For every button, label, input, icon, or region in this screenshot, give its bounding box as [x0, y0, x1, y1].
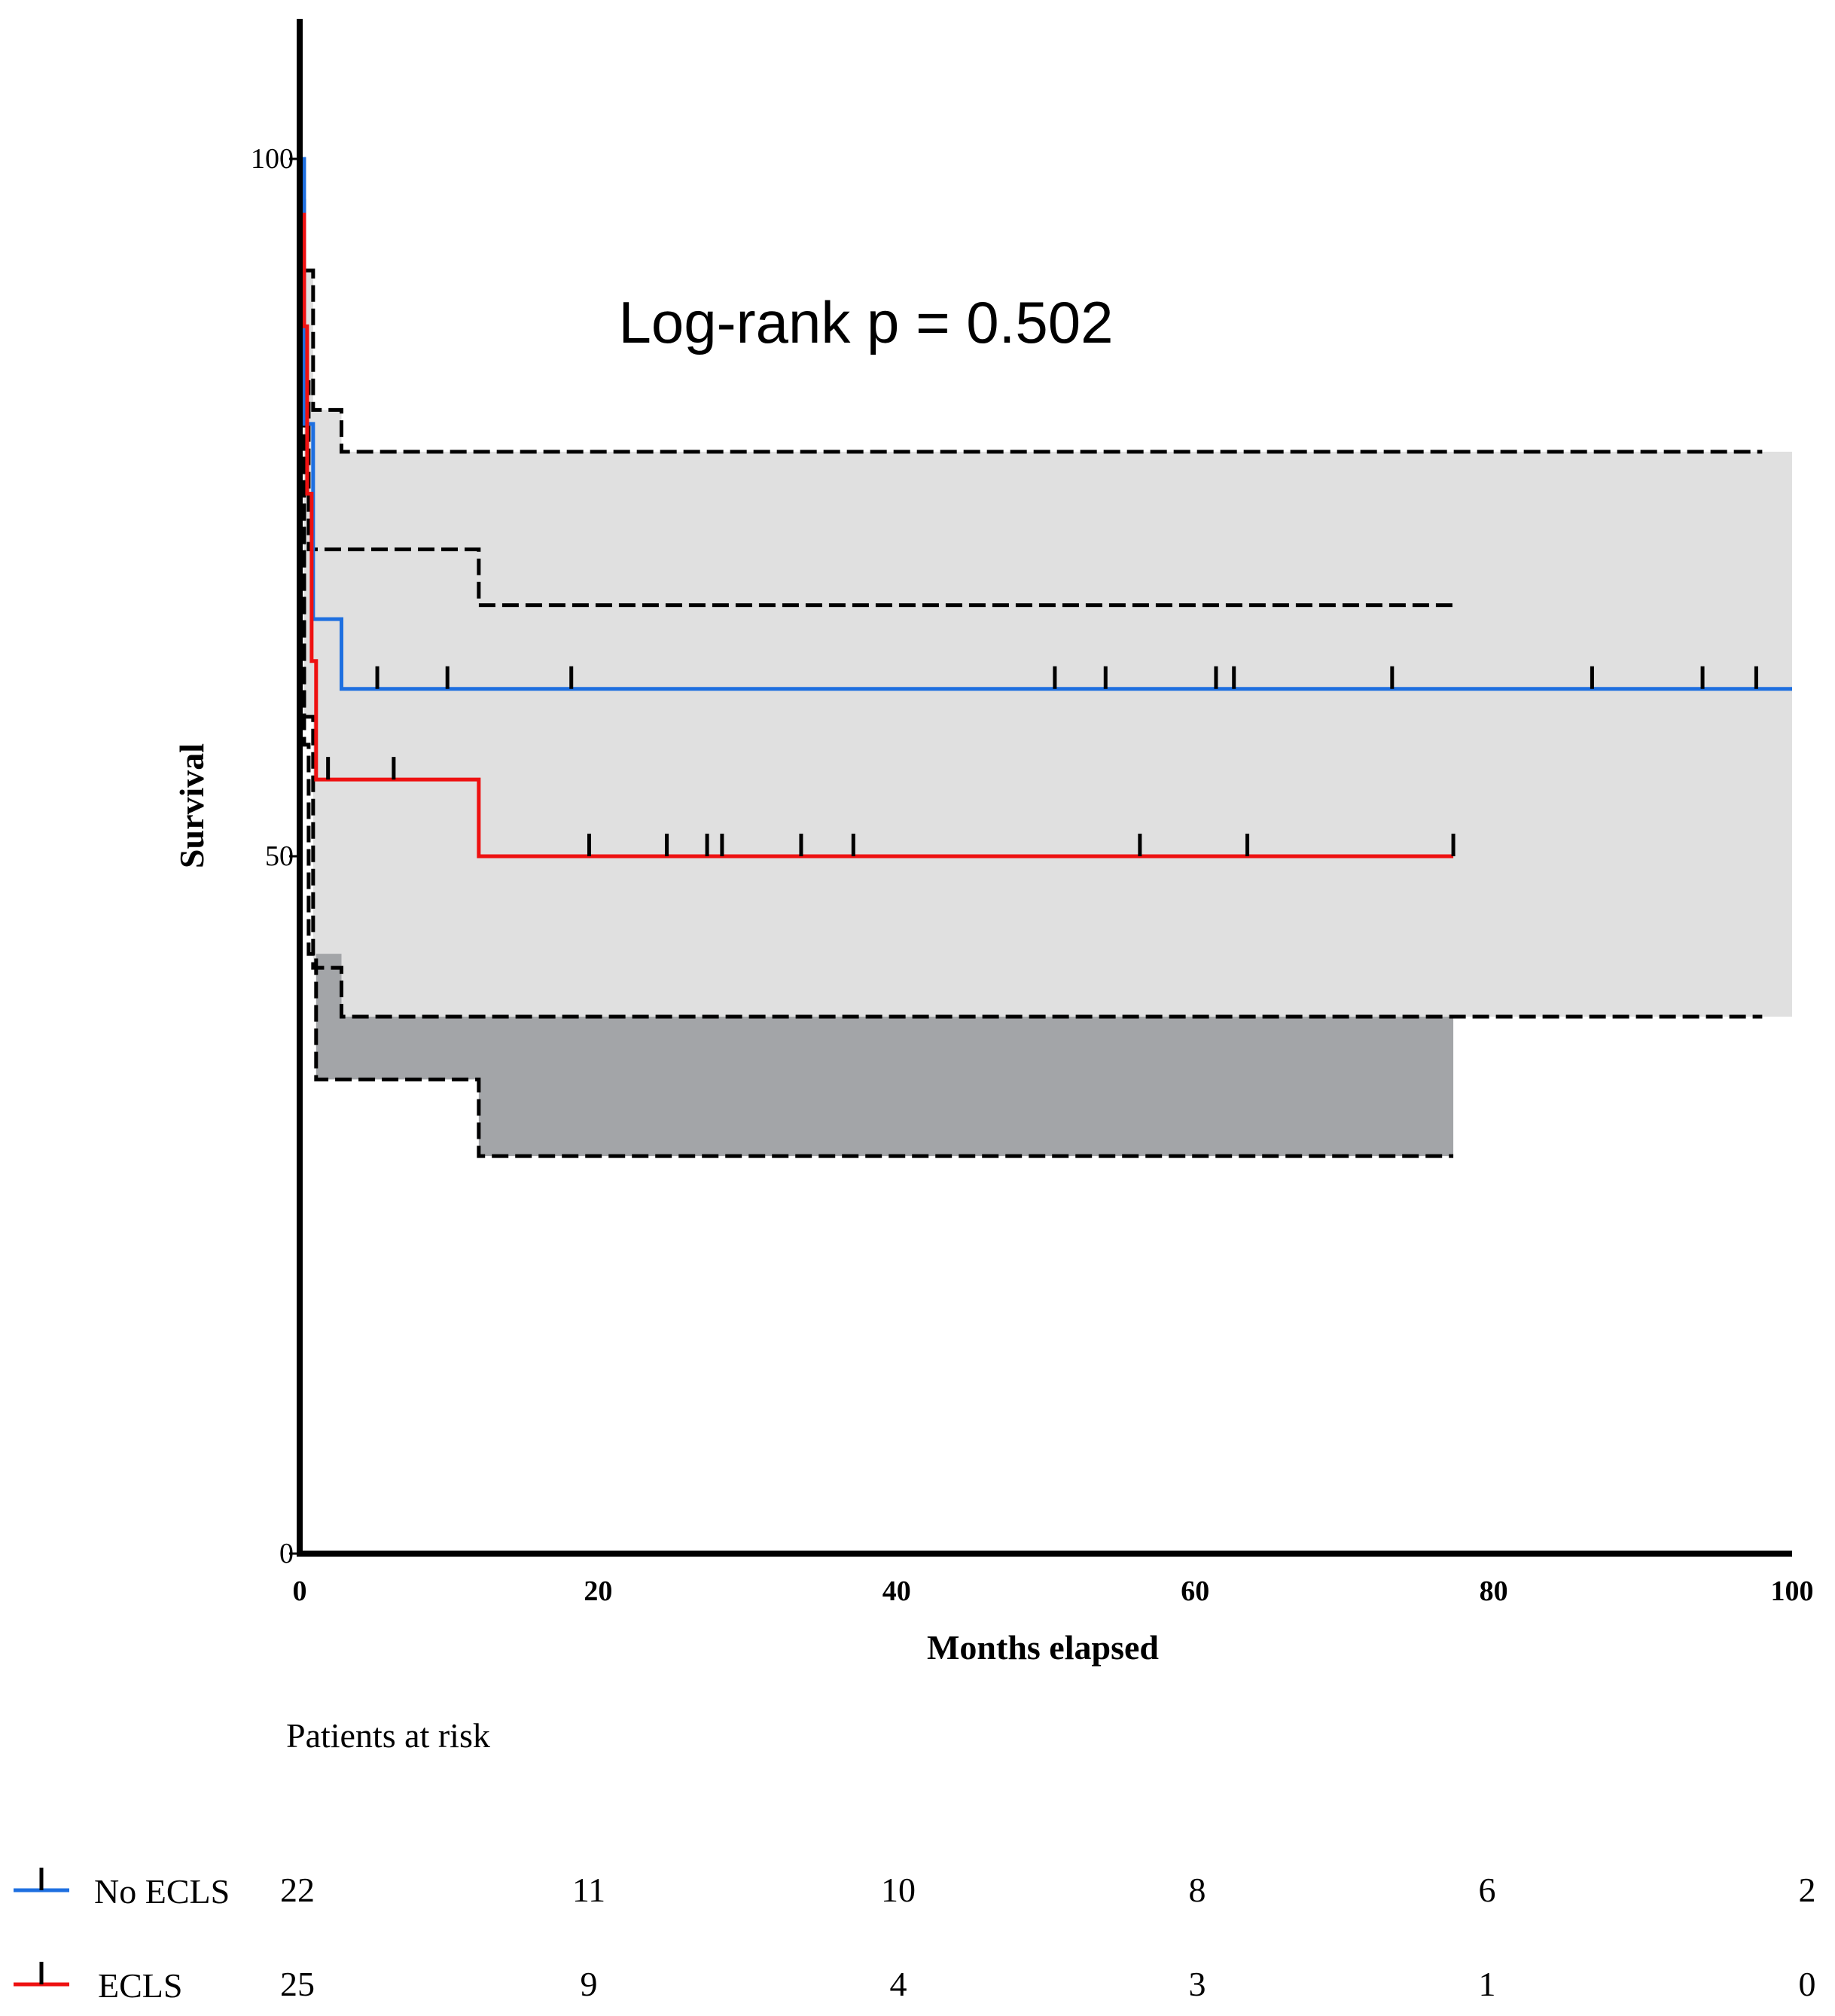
axes	[297, 19, 1792, 1557]
x-tick-label: 20	[584, 1575, 612, 1607]
risk-count-no-ecls: 10	[881, 1871, 916, 1909]
x-tick-label: 80	[1480, 1575, 1508, 1607]
confidence-bands	[300, 228, 1792, 1157]
risk-row-label-no-ecls: No ECLS	[94, 1872, 230, 1911]
risk-count-ecls: 25	[280, 1965, 315, 2003]
ci-band-no-ecls	[300, 228, 1792, 1017]
risk-count-ecls: 0	[1799, 1965, 1816, 2003]
x-tick-label: 0	[293, 1575, 307, 1607]
risk-count-ecls: 9	[581, 1965, 598, 2003]
x-tick-label: 100	[1771, 1575, 1814, 1607]
x-axis-title: Months elapsed	[927, 1628, 1159, 1667]
y-tick-label: 100	[251, 143, 294, 175]
risk-count-no-ecls: 11	[572, 1871, 605, 1909]
censor-marks	[326, 666, 1758, 856]
logrank-annotation: Log-rank p = 0.502	[619, 289, 1114, 355]
risk-count-ecls: 1	[1479, 1965, 1496, 2003]
tick-labels: 0 50 100 0 20 40 60 80 100	[251, 143, 1814, 1607]
x-tick-label: 40	[882, 1575, 911, 1607]
risk-table-title: Patients at risk	[286, 1716, 490, 1755]
risk-count-ecls: 3	[1189, 1965, 1206, 2003]
risk-row-label-ecls: ECLS	[98, 1966, 182, 2005]
ci-band-overlap	[315, 953, 1454, 1157]
risk-count-ecls: 4	[890, 1965, 907, 2003]
y-tick-label: 50	[265, 840, 294, 872]
risk-count-no-ecls: 8	[1189, 1871, 1206, 1909]
ci-lower-ecls	[300, 435, 1454, 1158]
risk-count-no-ecls: 22	[280, 1871, 315, 1909]
y-tick-label: 0	[279, 1538, 294, 1569]
x-tick-label: 60	[1181, 1575, 1209, 1607]
risk-count-no-ecls: 6	[1479, 1871, 1496, 1909]
survival-curves	[300, 157, 1792, 859]
y-axis-title: Survival	[172, 743, 211, 868]
risk-table: Patients at risk No ECLS ECLS 22 11 10 8 6 22…	[14, 1716, 1816, 2005]
risk-count-no-ecls: 2	[1799, 1871, 1816, 1909]
survival-curve-ecls	[300, 212, 1454, 859]
